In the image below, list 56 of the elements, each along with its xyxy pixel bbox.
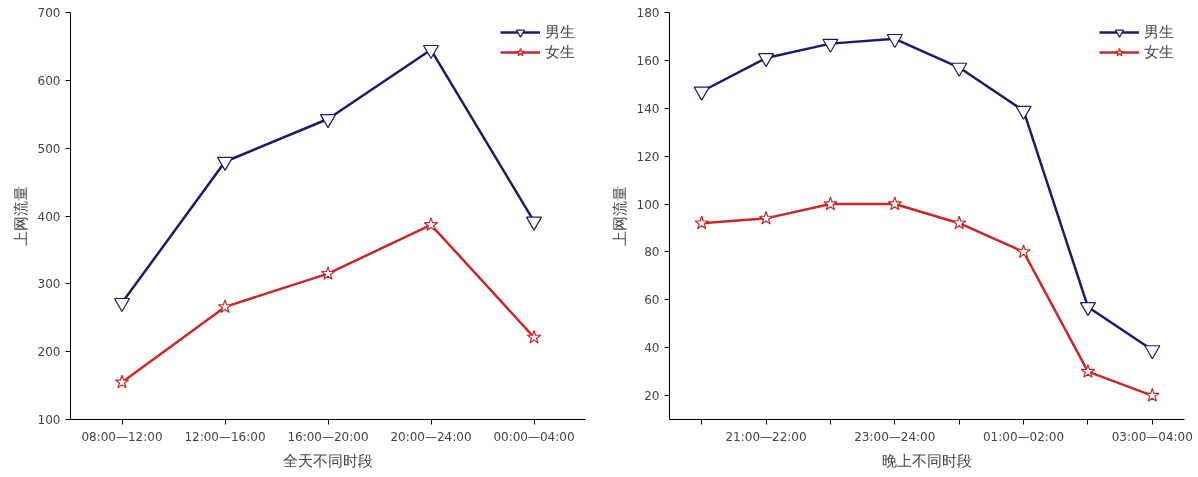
point: [319, 114, 337, 129]
y-axis-title: 上网流量: [610, 186, 629, 246]
y-tick-label: 100: [37, 413, 61, 427]
x-axis-title: 全天不同时段: [283, 451, 373, 470]
point: [1080, 364, 1096, 378]
y-tick-label: 180: [636, 6, 660, 20]
point: [1015, 105, 1032, 120]
x-tick-label: 03:00—04:00: [1111, 429, 1193, 444]
y-tick-label: 600: [37, 73, 61, 88]
y-tick-label: 100: [636, 197, 660, 212]
point: [422, 44, 440, 60]
legend-label: 男生: [545, 22, 575, 42]
point: [694, 215, 709, 230]
point: [114, 374, 130, 389]
y-tick-label: 80: [644, 245, 660, 260]
x-axis-title: 晚上不同时段: [882, 451, 972, 470]
point: [886, 33, 903, 49]
point: [526, 329, 542, 344]
point: [951, 62, 968, 77]
x-tick-label: 20:00—24:00: [390, 429, 472, 444]
point: [217, 299, 233, 314]
x-tick-label: 08:00—12:00: [81, 429, 163, 444]
point: [1016, 244, 1031, 259]
x-tick-label: 00:00—04:00: [493, 429, 575, 444]
y-tick-label: 160: [636, 53, 660, 68]
x-tick-label: 16:00—20:00: [287, 429, 369, 444]
y-tick-label: 20: [644, 389, 660, 404]
point: [822, 38, 839, 53]
point: [757, 53, 775, 68]
x-tick-label: 12:00—16:00: [184, 429, 266, 444]
point: [951, 215, 967, 230]
x-tick-label: 21:00—22:00: [725, 429, 807, 444]
y-tick-label: 500: [37, 141, 61, 156]
legend-label: 男生: [1144, 22, 1174, 42]
x-tick-label: 23:00—24:00: [854, 429, 936, 444]
point: [216, 156, 234, 171]
y-tick-label: 700: [37, 6, 61, 20]
point: [887, 196, 903, 211]
y-tick-label: 120: [636, 149, 660, 164]
y-axis-title: 上网流量: [11, 186, 30, 246]
point: [758, 210, 774, 225]
point: [525, 216, 543, 231]
y-tick-label: 60: [644, 293, 660, 308]
point: [823, 196, 838, 211]
point: [1145, 387, 1160, 402]
point: [693, 86, 710, 101]
point: [423, 217, 439, 232]
x-tick-label: 01:00—02:00: [982, 429, 1065, 444]
y-tick-label: 140: [636, 101, 660, 116]
y-tick-label: 40: [644, 341, 660, 356]
y-tick-label: 200: [37, 345, 61, 360]
y-tick-label: 300: [37, 277, 61, 292]
point: [320, 266, 336, 280]
y-tick-label: 400: [37, 209, 61, 224]
legend-label: 女生: [1144, 42, 1174, 62]
legend-label: 女生: [545, 42, 575, 62]
